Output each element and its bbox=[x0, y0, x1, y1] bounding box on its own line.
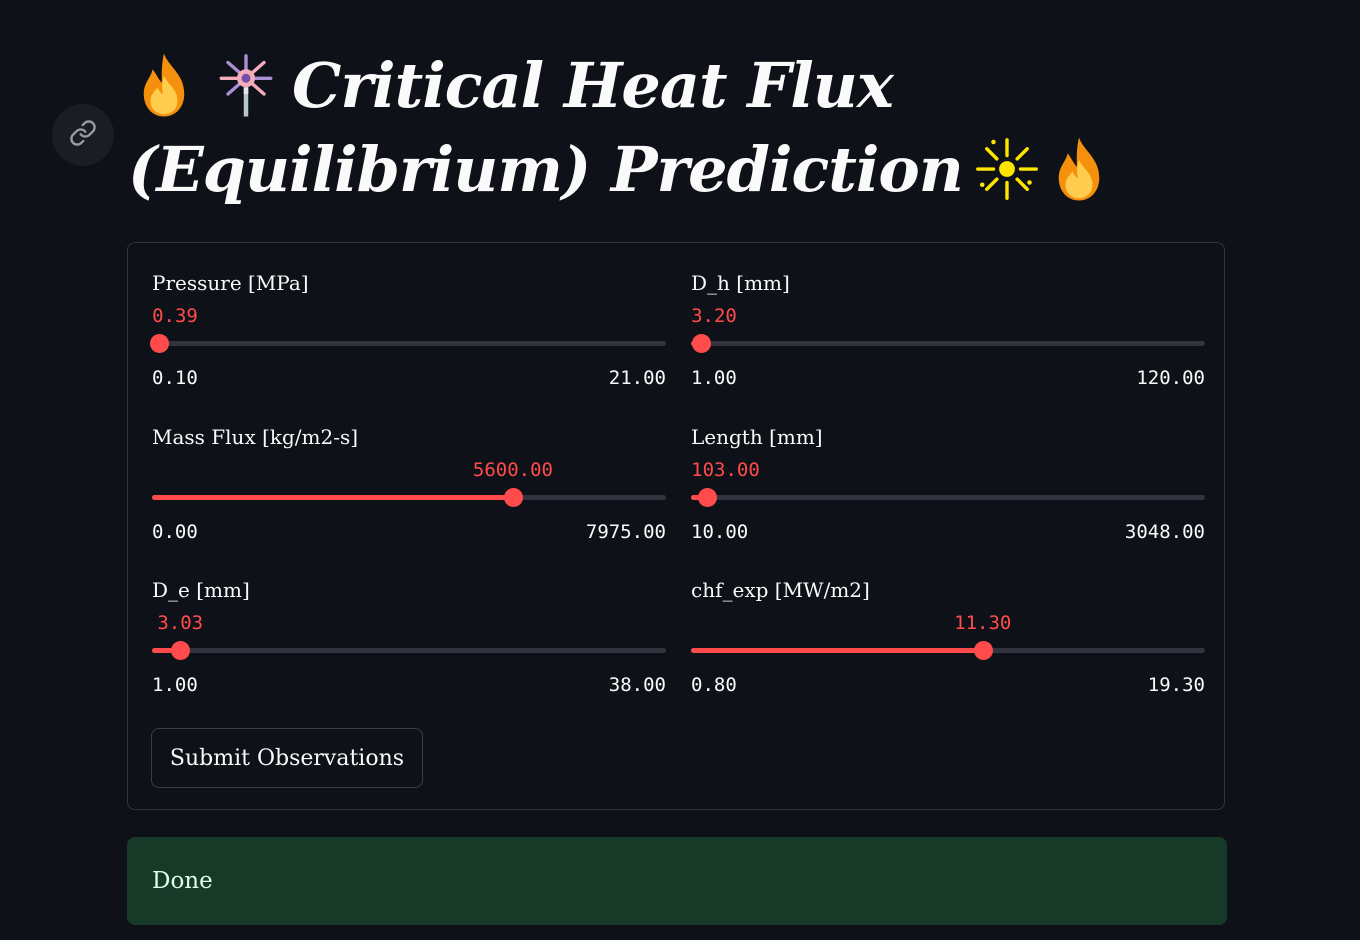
success-alert: Done bbox=[127, 837, 1227, 925]
slider-label: D_h [mm] bbox=[691, 271, 790, 295]
slider-thumb[interactable] bbox=[171, 641, 191, 660]
slider-length[interactable]: Length [mm] 103.00 10.00 3048.00 bbox=[691, 397, 1205, 543]
slider-max: 21.00 bbox=[608, 367, 666, 389]
slider-fill bbox=[152, 648, 181, 653]
slider-min: 1.00 bbox=[152, 674, 198, 696]
slider-pressure[interactable]: Pressure [MPa] 0.39 0.10 21.00 bbox=[150, 243, 666, 389]
title-line-1: Critical Heat Flux bbox=[292, 49, 894, 122]
slider-value: 103.00 bbox=[691, 459, 760, 481]
observation-form: Pressure [MPa] 0.39 0.10 21.00 D_h [mm] … bbox=[127, 242, 1225, 810]
page-title: Critical Heat Flux (Equilibrium) Predict… bbox=[128, 44, 1128, 212]
slider-label: Mass Flux [kg/m2-s] bbox=[152, 425, 359, 449]
slider-value: 11.30 bbox=[954, 612, 1012, 634]
slider-track[interactable] bbox=[691, 641, 1205, 660]
slider-track[interactable] bbox=[691, 488, 1205, 507]
slider-thumb[interactable] bbox=[973, 641, 993, 660]
slider-value: 3.20 bbox=[691, 305, 737, 327]
slider-min: 1.00 bbox=[691, 367, 737, 389]
slider-min: 0.80 bbox=[691, 674, 737, 696]
slider-thumb[interactable] bbox=[697, 488, 717, 507]
slider-label: D_e [mm] bbox=[152, 578, 250, 602]
submit-observations-button[interactable]: Submit Observations bbox=[151, 728, 423, 788]
fire-icon bbox=[128, 49, 200, 121]
slider-min: 0.00 bbox=[152, 521, 198, 543]
slider-label: Pressure [MPa] bbox=[152, 271, 309, 295]
slider-max: 7975.00 bbox=[585, 521, 666, 543]
header-anchor-link[interactable] bbox=[52, 104, 114, 166]
slider-max: 3048.00 bbox=[1124, 521, 1205, 543]
slider-chf-exp[interactable]: chf_exp [MW/m2] 11.30 0.80 19.30 bbox=[691, 550, 1205, 696]
slider-value: 0.39 bbox=[152, 305, 198, 327]
slider-value: 5600.00 bbox=[472, 459, 553, 481]
slider-track[interactable] bbox=[152, 641, 666, 660]
slider-track[interactable] bbox=[691, 334, 1205, 353]
slider-d-h[interactable]: D_h [mm] 3.20 1.00 120.00 bbox=[691, 243, 1205, 389]
slider-thumb[interactable] bbox=[503, 488, 523, 507]
slider-min: 10.00 bbox=[691, 521, 749, 543]
slider-value: 3.03 bbox=[157, 612, 204, 634]
slider-thumb[interactable] bbox=[150, 334, 170, 353]
slider-thumb[interactable] bbox=[691, 334, 711, 353]
slider-mass-flux[interactable]: Mass Flux [kg/m2-s] 5600.00 0.00 7975.00 bbox=[152, 397, 666, 543]
slider-label: chf_exp [MW/m2] bbox=[691, 578, 870, 602]
slider-max: 120.00 bbox=[1136, 367, 1205, 389]
slider-min: 0.10 bbox=[152, 367, 198, 389]
slider-fill bbox=[152, 495, 513, 500]
slider-track[interactable] bbox=[150, 334, 666, 353]
slider-d-e[interactable]: D_e [mm] 3.03 1.00 38.00 bbox=[152, 550, 666, 696]
firework-sparkler-icon bbox=[210, 49, 282, 121]
sparkle-icon bbox=[971, 133, 1043, 205]
slider-max: 38.00 bbox=[608, 674, 666, 696]
slider-label: Length [mm] bbox=[691, 425, 823, 449]
fire-icon bbox=[1043, 133, 1115, 205]
link-icon bbox=[69, 119, 97, 151]
title-line-2: (Equilibrium) Prediction bbox=[128, 133, 964, 206]
slider-track[interactable] bbox=[152, 488, 666, 507]
slider-fill bbox=[691, 648, 983, 653]
status-message: Done bbox=[152, 868, 213, 894]
slider-max: 19.30 bbox=[1147, 674, 1205, 696]
